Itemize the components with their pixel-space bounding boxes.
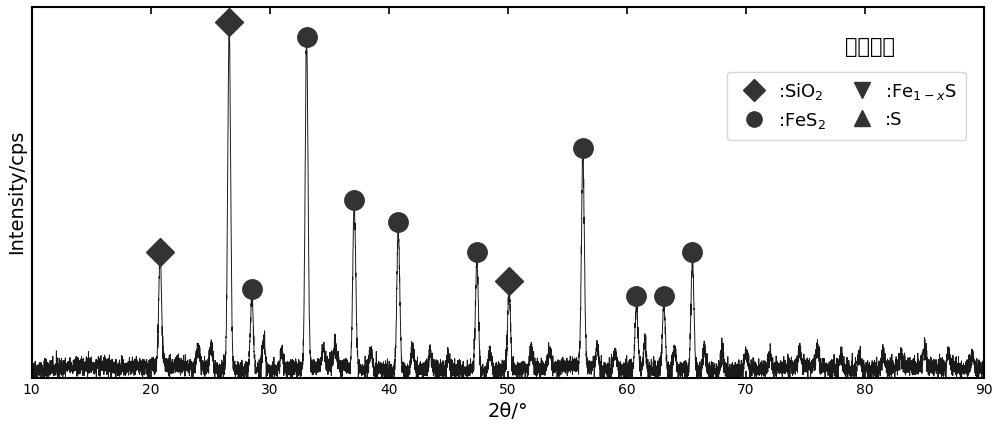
X-axis label: 2θ/°: 2θ/° <box>487 402 528 421</box>
Y-axis label: Intensity/cps: Intensity/cps <box>7 130 26 255</box>
Text: 氧化尾渣: 氧化尾渣 <box>845 37 895 56</box>
Legend: :SiO$_2$, :FeS$_2$, :Fe$_{1-x}$S, :S: :SiO$_2$, :FeS$_2$, :Fe$_{1-x}$S, :S <box>727 71 966 140</box>
